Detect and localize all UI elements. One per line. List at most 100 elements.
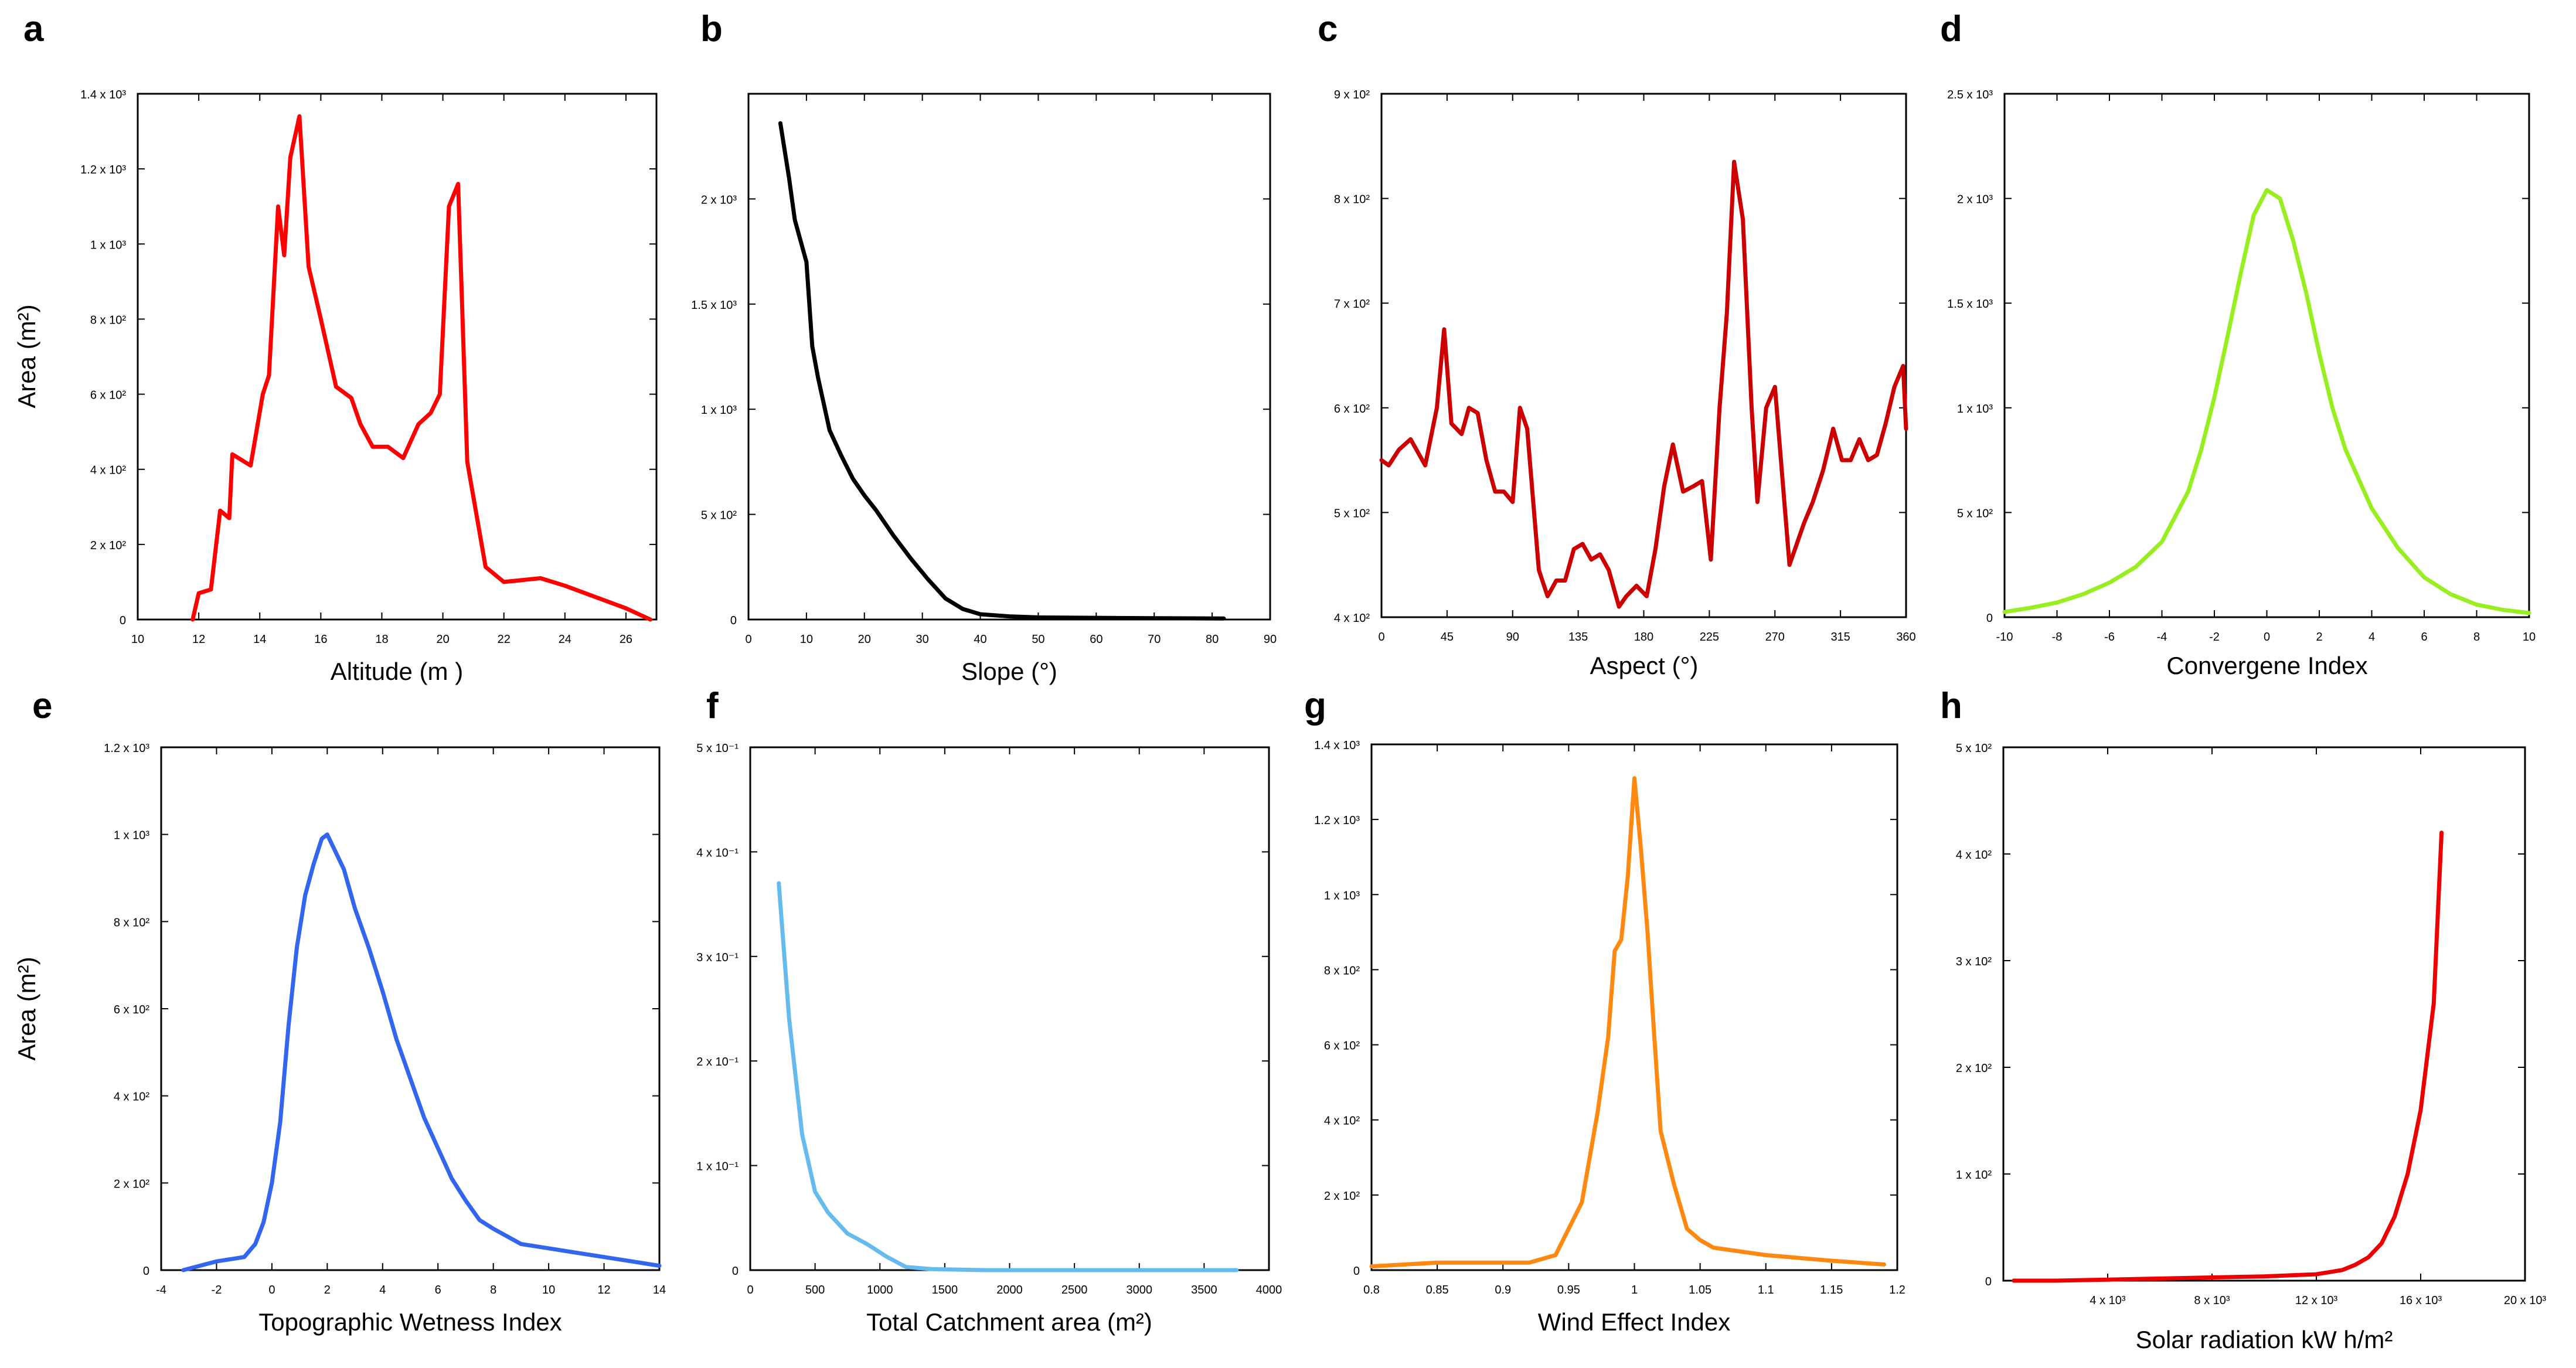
y-tick-label: 8 x 10²	[1334, 193, 1370, 206]
x-tick-label: 135	[1568, 631, 1588, 644]
y-tick-label: 8 x 10²	[114, 916, 149, 929]
x-tick-label: 70	[1148, 633, 1161, 646]
panel-g: g 0.8 0.85 0.9 0.95 1 1.05 1.1 1.15 1.2 0 2 x 10²…	[1304, 686, 1905, 1336]
y-tick-label: 1 x 10³	[114, 829, 149, 842]
series-line-d	[2002, 188, 2531, 615]
x-tick-label: 0	[747, 1284, 753, 1296]
x-tick-label: 1000	[867, 1284, 893, 1296]
panel-label-c: c	[1318, 9, 1338, 49]
x-tick-label: -8	[2052, 631, 2063, 644]
x-axis-title-a: Altitude (m )	[331, 658, 463, 685]
x-axis-title-f: Total Catchment area (m²)	[866, 1308, 1152, 1336]
x-tick-label: 1.1	[1758, 1284, 1774, 1296]
y-tick-label: 2 x 10²	[90, 539, 126, 552]
y-tick-label: 2 x 10³	[1957, 193, 1993, 206]
y-tick-label: 4 x 10⁻¹	[696, 846, 739, 859]
y-tick-label: 4 x 10²	[114, 1091, 149, 1104]
x-tick-label: 20	[436, 633, 449, 646]
panel-label-e: e	[32, 686, 52, 726]
x-tick-label: 1.15	[1820, 1284, 1843, 1296]
x-tick-label: 500	[805, 1284, 825, 1296]
y-tick-label: 3 x 10²	[1956, 955, 1992, 968]
y-tick-label: 1.2 x 10³	[1314, 814, 1360, 827]
x-tick-label: 90	[1506, 631, 1519, 644]
x-axis-title-e: Topographic Wetness Index	[258, 1308, 562, 1336]
y-tick-label: 4 x 10²	[90, 464, 126, 477]
x-tick-label: 24	[559, 633, 571, 646]
y-ticks-h: 0 1 x 10² 2 x 10² 3 x 10² 4 x 10² 5 x 10²	[1956, 742, 2525, 1288]
x-axis-title-c: Aspect (°)	[1590, 652, 1699, 679]
x-tick-label: 30	[916, 633, 929, 646]
y-tick-label: 1.5 x 10³	[1947, 298, 1993, 311]
y-tick-label: 2 x 10²	[1956, 1062, 1992, 1075]
x-tick-label: 0.95	[1557, 1284, 1580, 1296]
x-tick-label: -4	[2157, 631, 2167, 644]
x-tick-label: 12	[192, 633, 205, 646]
panel-a: a 10 12 14 16 18 20 22 24 26 0 2 x 10² 4 x 10² 6 x …	[13, 9, 658, 685]
panel-d: d -10 -8 -6 -4 -2 0 2 4 6 8 10 0 5 x 10² 1 x 10³ 1.5 …	[1940, 9, 2536, 679]
x-tick-label: 16 x 10³	[2400, 1294, 2442, 1307]
x-tick-label: 2500	[1061, 1284, 1088, 1296]
x-tick-label: 8 x 10³	[2194, 1294, 2230, 1307]
y-axis-title-a: Area (m²)	[13, 304, 40, 408]
panel-label-a: a	[23, 9, 44, 49]
x-tick-label: 80	[1206, 633, 1219, 646]
y-tick-label: 0	[1353, 1265, 1360, 1278]
series-line-b	[778, 121, 1226, 621]
x-tick-label: 10	[131, 633, 144, 646]
x-tick-label: -4	[156, 1284, 166, 1296]
x-tick-label: 22	[498, 633, 511, 646]
x-tick-label: -2	[2209, 631, 2220, 644]
x-tick-label: 26	[620, 633, 632, 646]
y-tick-label: 1.4 x 10³	[1314, 739, 1360, 752]
y-tick-label: 5 x 10⁻¹	[696, 742, 739, 755]
panel-label-b: b	[700, 9, 723, 49]
series-line-c	[1379, 159, 1908, 609]
x-tick-label: 0.8	[1363, 1284, 1380, 1296]
x-tick-label: 8	[490, 1284, 496, 1296]
y-tick-label: 0	[143, 1265, 149, 1278]
y-tick-label: 2 x 10²	[1324, 1190, 1360, 1203]
x-tick-label: 4	[2369, 631, 2375, 644]
y-ticks-b: 0 5 x 10² 1 x 10³ 1.5 x 10³ 2 x 10³	[691, 193, 1270, 627]
x-tick-label: 60	[1090, 633, 1102, 646]
x-tick-label: 16	[314, 633, 327, 646]
x-ticks-g: 0.8 0.85 0.9 0.95 1 1.05 1.1 1.15 1.2	[1363, 744, 1905, 1296]
y-tick-label: 2 x 10³	[701, 193, 737, 206]
panel-b: b 0 10 20 30 40 50 60 70 80 90 0 5 x 10² 1 x 10³ 1.5…	[691, 9, 1277, 685]
panel-label-d: d	[1940, 9, 1962, 49]
x-tick-label: 1.2	[1889, 1284, 1905, 1296]
plot-frame-a	[137, 93, 658, 621]
y-tick-label: 6 x 10²	[1334, 403, 1370, 416]
x-tick-label: 6	[435, 1284, 441, 1296]
x-ticks-h: 4 x 10³ 8 x 10³ 12 x 10³ 16 x 10³ 20 x 10³	[2090, 747, 2546, 1307]
x-axis-title-d: Convergene Index	[2166, 652, 2367, 679]
x-tick-label: 270	[1765, 631, 1785, 644]
y-tick-label: 5 x 10²	[1334, 507, 1370, 520]
x-tick-label: 6	[2421, 631, 2427, 644]
x-tick-label: 0.9	[1495, 1284, 1511, 1296]
y-tick-label: 0	[730, 614, 737, 627]
x-ticks-f: 0 500 1000 1500 2000 2500 3000 3500 4000	[747, 747, 1282, 1296]
x-tick-label: 180	[1634, 631, 1653, 644]
y-tick-label: 0	[120, 614, 126, 627]
series-line-f	[777, 881, 1239, 1272]
x-tick-label: 4000	[1256, 1284, 1282, 1296]
x-tick-label: 18	[375, 633, 388, 646]
y-tick-label: 0	[1986, 612, 1993, 625]
panel-e: e -4 -2 0 2 4 6 8 10 12 14 0 2 x 10² 4 x 10² 6 x 10²…	[13, 686, 666, 1336]
x-ticks-c: 0 45 90 135 180 225 270 315 360	[1378, 94, 1916, 644]
x-tick-label: 8	[2473, 631, 2480, 644]
x-tick-label: 4 x 10³	[2090, 1294, 2125, 1307]
x-axis-title-b: Slope (°)	[961, 658, 1057, 685]
y-ticks-e: 0 2 x 10² 4 x 10² 6 x 10² 8 x 10² 1 x 10³ 1.2 …	[104, 742, 659, 1278]
x-tick-label: -10	[1996, 631, 2013, 644]
x-tick-label: 1.05	[1689, 1284, 1711, 1296]
y-tick-label: 1.5 x 10³	[691, 299, 737, 312]
x-tick-label: 40	[974, 633, 986, 646]
y-tick-label: 1.2 x 10³	[104, 742, 149, 755]
panel-c: c 0 45 90 135 180 225 270 315 360 4 x 10² 5 x 10²…	[1318, 9, 1916, 679]
y-tick-label: 9 x 10²	[1334, 89, 1370, 101]
y-tick-label: 6 x 10²	[1324, 1040, 1360, 1053]
